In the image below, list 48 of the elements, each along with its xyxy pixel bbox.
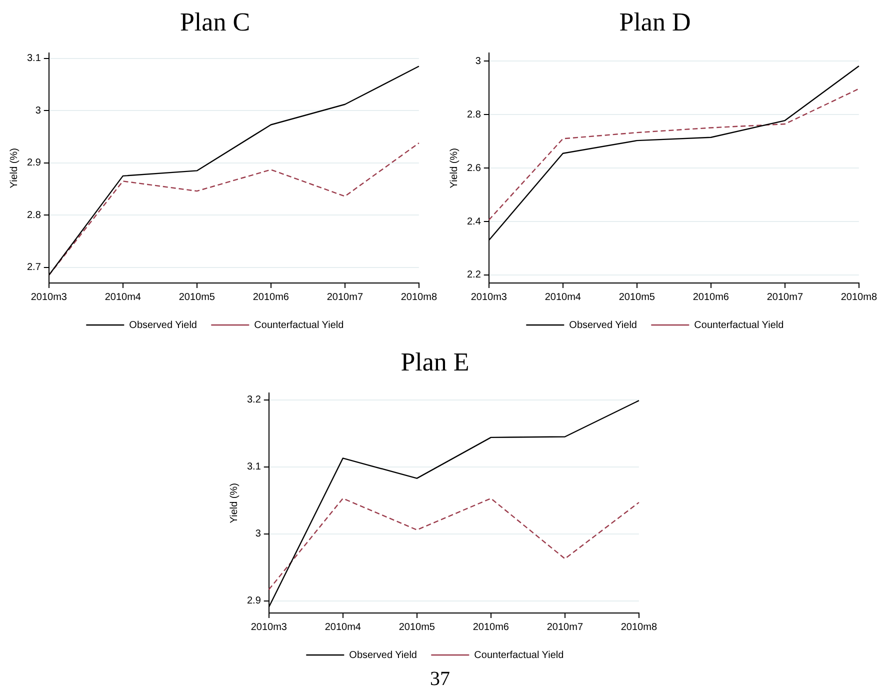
chart-title: Plan E (400, 347, 470, 376)
y-tick-label: 3.1 (246, 462, 262, 473)
x-tick-label: 2010m4 (324, 622, 362, 633)
y-tick-label: 3 (35, 105, 42, 116)
legend-label: Observed Yield (349, 650, 417, 661)
y-tick-label: 2.8 (466, 109, 482, 120)
legend-label: Observed Yield (569, 320, 637, 331)
x-tick-label: 2010m6 (692, 292, 730, 303)
x-tick-label: 2010m7 (326, 292, 364, 303)
line-series (48, 142, 420, 276)
legend-label: Counterfactual Yield (694, 320, 784, 331)
chart-title: Plan D (619, 7, 691, 36)
x-tick-label: 2010m3 (30, 292, 68, 303)
x-tick-label: 2010m6 (252, 292, 290, 303)
x-tick-label: 2010m5 (398, 622, 436, 633)
x-tick-label: 2010m7 (546, 622, 584, 633)
y-tick-label: 2.8 (26, 210, 42, 221)
y-tick-label: 2.9 (26, 158, 42, 169)
y-tick-label: 2.6 (466, 162, 482, 174)
legend-label: Observed Yield (129, 320, 197, 331)
y-tick-label: 3.2 (246, 394, 262, 406)
y-tick-label: 3.1 (26, 53, 42, 64)
y-tick-label: 2.9 (246, 596, 262, 607)
y-tick-label: 2.4 (466, 216, 482, 228)
y-axis-title: Yield (%) (8, 148, 20, 188)
legend-label: Counterfactual Yield (474, 650, 564, 661)
x-tick-label: 2010m5 (618, 292, 656, 303)
line-series (488, 88, 860, 221)
x-tick-label: 2010m6 (472, 622, 510, 633)
x-tick-label: 2010m8 (620, 622, 658, 633)
x-tick-label: 2010m5 (178, 292, 216, 303)
x-tick-label: 2010m7 (766, 292, 804, 303)
x-tick-label: 2010m3 (250, 622, 288, 633)
chart-title: Plan C (180, 7, 250, 36)
legend-label: Counterfactual Yield (254, 320, 344, 331)
x-tick-label: 2010m3 (470, 292, 508, 303)
y-tick-label: 3 (255, 528, 262, 540)
y-tick-label: 3 (475, 56, 482, 67)
x-tick-label: 2010m8 (400, 292, 438, 303)
y-axis-title: Yield (%) (448, 148, 460, 188)
y-tick-label: 2.7 (26, 262, 42, 274)
line-series (268, 498, 640, 590)
x-tick-label: 2010m4 (544, 292, 582, 303)
text: 37 (429, 668, 451, 691)
x-tick-label: 2010m4 (104, 292, 142, 303)
y-axis-title: Yield (%) (228, 483, 240, 524)
y-tick-label: 2.2 (466, 270, 482, 281)
x-tick-label: 2010m8 (840, 292, 878, 303)
